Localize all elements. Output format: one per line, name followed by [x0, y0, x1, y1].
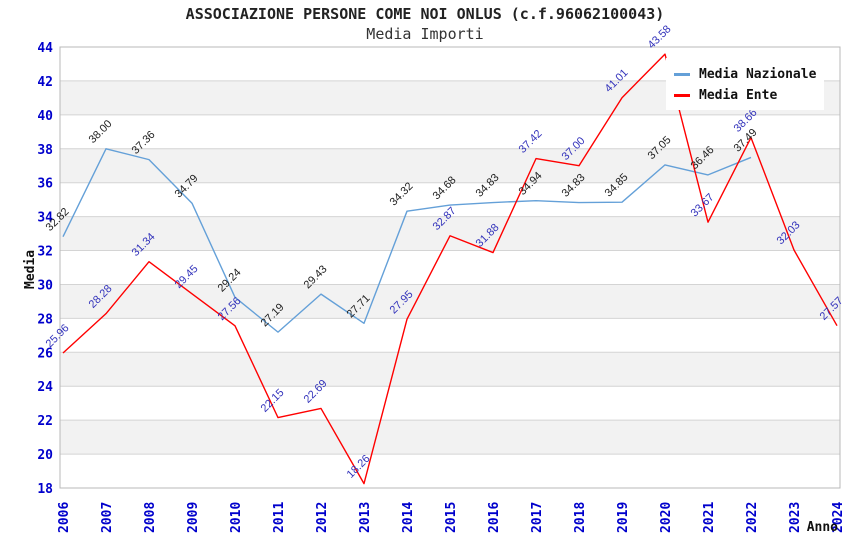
y-axis-tick-label: 36	[37, 177, 53, 192]
y-axis-tick-label: 24	[37, 380, 53, 395]
grid-band	[60, 182, 840, 217]
legend-label: Media Ente	[699, 88, 778, 103]
x-axis-tick-label: 2022	[745, 502, 760, 533]
chart-title: ASSOCIAZIONE PERSONE COME NOI ONLUS (c.f…	[185, 5, 665, 23]
legend-swatch-icon	[674, 73, 690, 76]
x-axis-tick-label: 2017	[530, 502, 545, 533]
legend-swatch-icon	[674, 94, 690, 97]
x-axis-tick-label: 2015	[444, 502, 459, 533]
y-axis-tick-label: 32	[37, 245, 53, 260]
x-axis-tick-label: 2023	[788, 502, 803, 533]
x-axis-tick-label: 2018	[573, 502, 588, 533]
x-axis-tick-label: 2008	[143, 502, 158, 533]
y-axis-tick-label: 28	[37, 312, 53, 327]
grid-band	[60, 386, 840, 421]
grid-band	[60, 114, 840, 149]
x-axis-title: Anno	[807, 520, 838, 535]
x-axis-tick-label: 2010	[229, 502, 244, 533]
series-line-media-nazionale	[62, 148, 752, 333]
x-axis-tick-label: 2024	[831, 502, 846, 533]
grid-band	[60, 216, 840, 251]
legend-item-media-ente: Media Ente	[674, 85, 824, 106]
x-axis-tick-label: 2016	[487, 502, 502, 533]
grid-band	[60, 148, 840, 183]
x-axis-tick-label: 2011	[272, 502, 287, 533]
x-axis-tick-label: 2012	[315, 502, 330, 533]
x-axis-tick-label: 2009	[186, 502, 201, 533]
grid-band	[60, 420, 840, 455]
grid-band	[60, 454, 840, 488]
x-axis-tick-label: 2019	[616, 502, 631, 533]
x-axis-tick-label: 2021	[702, 502, 717, 533]
legend-label: Media Nazionale	[699, 67, 817, 82]
legend-item-media-nazionale: Media Nazionale	[674, 64, 824, 85]
y-axis-tick-label: 20	[37, 448, 53, 463]
y-axis-tick-label: 40	[37, 109, 53, 124]
x-axis-tick-label: 2014	[401, 502, 416, 533]
y-axis-tick-label: 34	[37, 211, 53, 226]
y-axis-tick-label: 42	[37, 75, 53, 90]
grid-band	[60, 284, 840, 319]
grid-band	[60, 318, 840, 353]
y-axis-tick-label: 30	[37, 278, 53, 293]
plot-border	[59, 46, 841, 489]
grid-band	[60, 250, 840, 285]
y-axis-tick-label: 26	[37, 346, 53, 361]
y-axis-tick-label: 18	[37, 482, 53, 497]
y-axis-title: Media	[23, 250, 38, 289]
chart-legend: Media Nazionale Media Ente	[666, 58, 824, 110]
y-axis-tick-label: 44	[37, 41, 53, 56]
grid-band	[60, 352, 840, 387]
y-axis-tick-label: 22	[37, 414, 53, 429]
x-axis-tick-label: 2020	[659, 502, 674, 533]
x-axis-tick-label: 2007	[100, 502, 115, 533]
series-line-media-ente	[62, 53, 838, 485]
chart-subtitle: Media Importi	[366, 25, 484, 43]
x-axis-tick-label: 2006	[57, 502, 72, 533]
y-axis-tick-label: 38	[37, 143, 53, 158]
x-axis-tick-label: 2013	[358, 502, 373, 533]
